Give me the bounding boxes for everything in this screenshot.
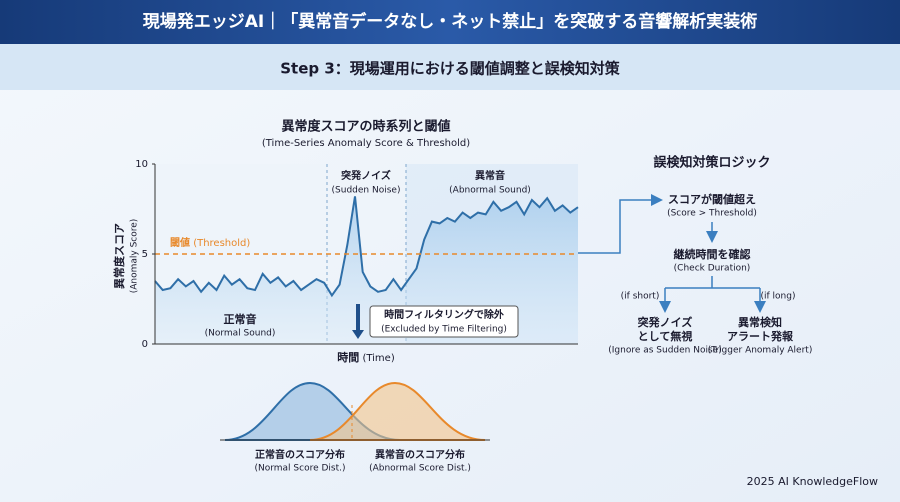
threshold-label-en: (Threshold)	[193, 238, 250, 249]
subtitle-band	[0, 44, 900, 90]
chart-title: 異常度スコアの時系列と閾値	[281, 119, 450, 135]
dist-label: 異常音のスコア分布	[375, 448, 465, 461]
title: 現場発エッジAI｜「異常音データなし・ネット禁止」を突破する音響解析実装術	[143, 11, 757, 32]
logic-node: (Check Duration)	[674, 264, 751, 274]
distributions	[220, 381, 490, 441]
filter-box	[369, 305, 519, 338]
dist-label: (Normal Score Dist.)	[254, 464, 345, 474]
branch-label: 突発ノイズ	[638, 315, 693, 329]
branch-label: (Trigger Anomaly Alert)	[708, 346, 813, 356]
logic-node: (Score > Threshold)	[667, 209, 757, 219]
annotation: 時間フィルタリングで除外	[384, 308, 504, 321]
branch-label: として無視	[638, 329, 693, 343]
condition: (if long)	[761, 292, 796, 302]
dist-label: 正常音のスコア分布	[255, 448, 345, 461]
annotation: (Sudden Noise)	[332, 186, 401, 196]
header-band	[0, 0, 900, 44]
y-label: 異常度スコア	[112, 223, 126, 289]
score-line	[154, 196, 579, 298]
arrow	[578, 194, 663, 254]
annotation: 突発ノイズ	[341, 169, 391, 182]
dist-label: (Abnormal Score Dist.)	[369, 464, 471, 474]
footer: 2025 AI KnowledgeFlow	[747, 475, 878, 488]
annotation: (Normal Sound)	[205, 329, 276, 339]
branch-label: 異常検知	[738, 315, 782, 329]
logic-node: スコアが閾値超え	[668, 192, 756, 206]
abnormal-dist	[309, 381, 486, 441]
threshold-label-ja: 閾値	[170, 236, 190, 249]
condition: (if short)	[621, 292, 660, 302]
x-label: 時間 (Time)	[337, 350, 395, 364]
chart-subtitle: (Time-Series Anomaly Score & Threshold)	[262, 138, 470, 149]
y-tick-label: 10	[135, 159, 148, 170]
y-tick-label: 0	[142, 339, 148, 350]
logic-title: 誤検知対策ロジック	[653, 155, 770, 171]
logic-node: 継続時間を確認	[674, 247, 751, 261]
branch	[665, 276, 760, 289]
down-arrow-head	[352, 330, 364, 339]
y-tick-label: 5	[142, 249, 148, 260]
branch-label: (Ignore as Sudden Noise)	[608, 346, 721, 356]
annotation: (Abnormal Sound)	[449, 186, 531, 196]
y-label-en: (Anomaly Score)	[130, 219, 140, 294]
annotation: 正常音	[224, 312, 257, 326]
annotation: (Excluded by Time Filtering)	[381, 325, 507, 335]
branch-label: アラート発報	[727, 329, 794, 343]
logic-arrows	[578, 194, 766, 313]
subtitle: Step 3：現場運用における閾値調整と誤検知対策	[280, 60, 621, 78]
annotation: 異常音	[475, 169, 505, 182]
threshold-label: 閾値 (Threshold)	[170, 236, 250, 249]
